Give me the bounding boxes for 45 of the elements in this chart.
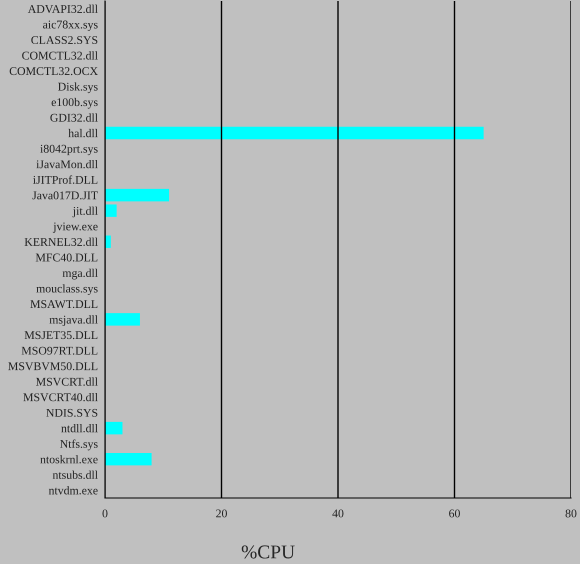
y-tick-label: MFC40.DLL (36, 254, 98, 262)
y-tick-label: Java017D.JIT (32, 191, 98, 200)
y-tick-label: e100b.sys (52, 98, 98, 109)
y-tick-label: jit.dll (72, 206, 98, 218)
y-tick-label: MSO97RT.DLL (22, 346, 98, 355)
x-tick-label: 40 (332, 509, 344, 518)
x-tick-label: 20 (216, 509, 227, 518)
y-tick-label: COMCTL32.dll (22, 51, 98, 60)
bar (105, 236, 111, 248)
y-tick-label: Ntfs.sys (60, 439, 98, 450)
y-tick-label: Disk.sys (58, 82, 98, 94)
bar (105, 126, 484, 140)
y-tick-label: ntoskrnl.exe (40, 455, 98, 464)
bar (105, 313, 140, 326)
y-tick-label: mga.dll (62, 268, 98, 280)
y-tick-label: ntvdm.exe (48, 486, 98, 494)
y-tick-label: iJITProf.DLL (33, 175, 98, 184)
y-tick-label: MSVCRT.dll (36, 377, 98, 386)
bar (105, 422, 122, 434)
y-tick-label: MSAWT.DLL (30, 300, 98, 308)
bar (105, 452, 152, 466)
y-tick-label: NDIS.SYS (46, 408, 98, 417)
x-tick-label: 0 (102, 509, 108, 518)
bar (105, 188, 170, 202)
y-tick-label: KERNEL32.dll (24, 238, 98, 246)
y-tick-label: MSJET35.DLL (24, 331, 98, 340)
y-tick-label: msjava.dll (49, 315, 98, 326)
y-tick-label: MSVCRT40.dll (23, 392, 98, 402)
y-tick-label: ADVAPI32.dll (28, 4, 98, 14)
x-tick-label: 80 (566, 509, 576, 518)
y-tick-label: MSVBVM50.DLL (8, 362, 98, 370)
y-tick-label: jview.exe (52, 222, 98, 233)
y-tick-label: CLASS2.SYS (31, 36, 98, 44)
bar (105, 204, 117, 217)
y-tick-label: iJavaMon.dll (36, 160, 98, 168)
y-tick-label: ntsubs.dll (52, 470, 98, 479)
y-tick-label: mouclass.sys (36, 284, 98, 295)
x-tick-label: 60 (449, 509, 460, 518)
y-tick-label: GDI32.dll (50, 113, 98, 122)
y-tick-label: hal.dll (68, 128, 98, 138)
y-tick-label: aic78xx.sys (43, 20, 98, 31)
y-tick-label: i8042prt.sys (40, 144, 98, 156)
y-tick-label: COMCTL32.OCX (10, 67, 98, 76)
y-tick-label: ntdll.dll (61, 424, 98, 432)
x-axis-title: %CPU (242, 545, 295, 559)
